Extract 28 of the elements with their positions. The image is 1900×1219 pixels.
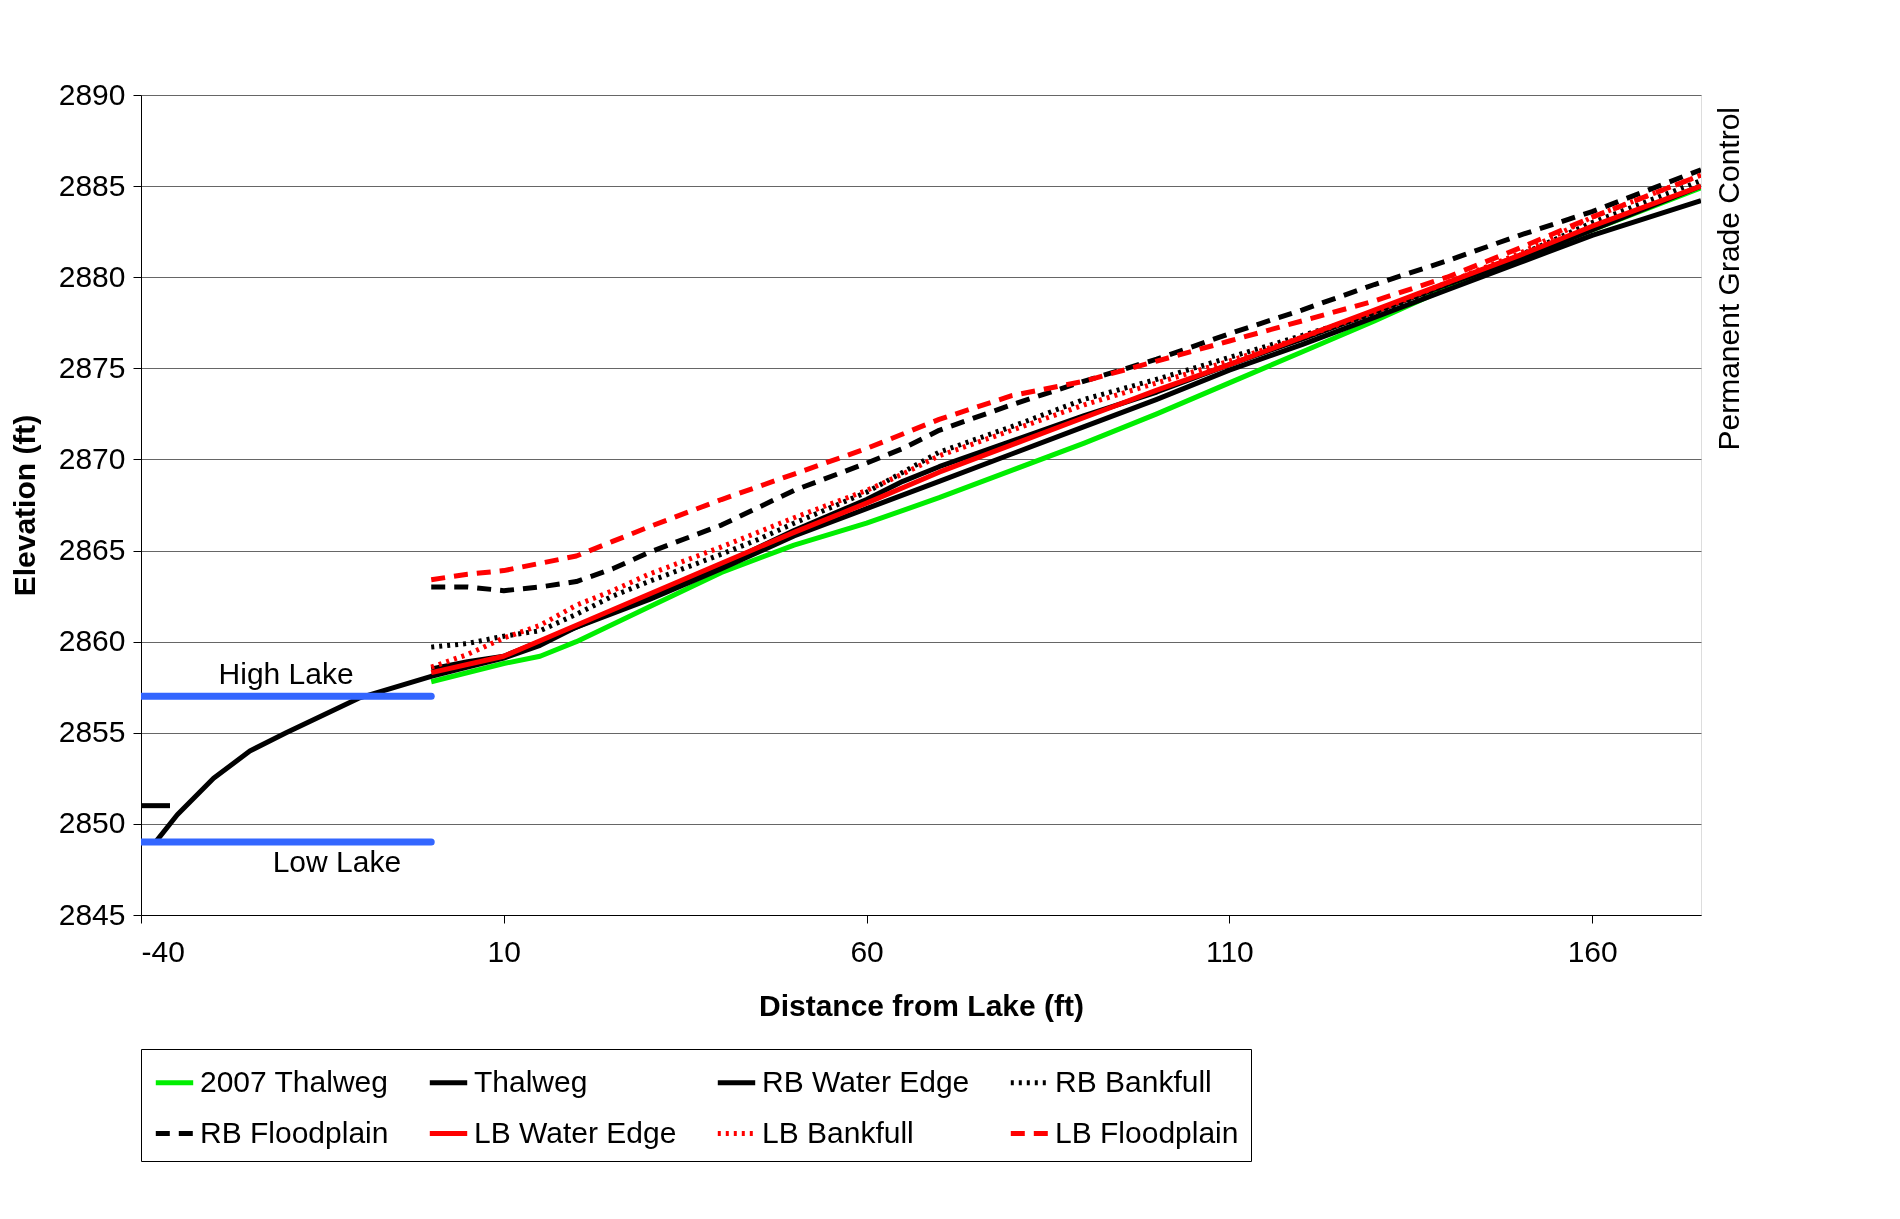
y-axis-title: Elevation (ft) bbox=[7, 414, 41, 597]
legend-label: LB Floodplain bbox=[1055, 1115, 1239, 1149]
text: Permanent Grade Control bbox=[1712, 107, 1745, 451]
x-tick-label: 10 bbox=[487, 934, 521, 968]
y-tick-label: 2855 bbox=[58, 715, 126, 749]
x-tick-label: 60 bbox=[850, 934, 884, 968]
y-tick-label: 2880 bbox=[58, 259, 126, 293]
y-tick-label: 2890 bbox=[58, 77, 126, 111]
legend-label: LB Bankfull bbox=[762, 1115, 914, 1149]
x-tick-label: 110 bbox=[1205, 934, 1254, 968]
y-tick-label: 2850 bbox=[58, 806, 126, 840]
legend-label: RB Water Edge bbox=[762, 1064, 970, 1098]
legend-label: 2007 Thalweg bbox=[200, 1064, 388, 1098]
x-axis-title: Distance from Lake (ft) bbox=[758, 988, 1085, 1022]
legend-label: Thalweg bbox=[474, 1064, 588, 1098]
legend-label: LB Water Edge bbox=[474, 1115, 677, 1149]
y-tick-label: 2885 bbox=[58, 168, 126, 202]
x-tick-label: 160 bbox=[1567, 934, 1618, 968]
x-tick-label: -40 bbox=[141, 934, 185, 968]
y-tick-label: 2865 bbox=[58, 533, 126, 567]
legend-label: RB Bankfull bbox=[1055, 1064, 1212, 1098]
annotation: High Lake bbox=[218, 657, 354, 691]
y-tick-label: 2870 bbox=[58, 441, 126, 475]
y-tick-label: 2845 bbox=[58, 897, 126, 931]
y-tick-label: 2875 bbox=[58, 350, 126, 384]
y-tick-label: 2860 bbox=[58, 624, 126, 658]
annotation: Low Lake bbox=[272, 845, 402, 879]
legend-label: RB Floodplain bbox=[200, 1115, 389, 1149]
